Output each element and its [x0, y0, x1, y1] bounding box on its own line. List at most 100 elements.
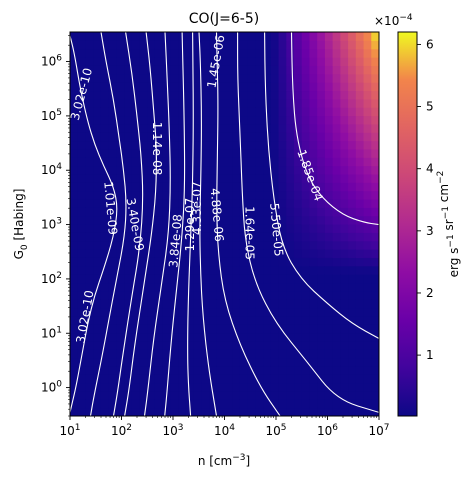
heatmap-cell: [154, 315, 164, 325]
heatmap-cell: [247, 290, 256, 300]
heatmap-cell: [100, 115, 110, 125]
heatmap-cell: [100, 190, 110, 200]
heatmap-cell: [363, 224, 372, 233]
heatmap-cell: [278, 115, 287, 125]
heatmap-cell: [216, 215, 226, 225]
heatmap-cell: [340, 173, 349, 183]
heatmap-cell: [301, 73, 311, 83]
heatmap-cell: [239, 157, 249, 167]
heatmap-cell: [162, 324, 172, 334]
heatmap-cell: [216, 299, 226, 309]
heatmap-cell: [324, 390, 334, 400]
heatmap-cell: [294, 148, 303, 158]
heatmap-cell: [77, 299, 87, 309]
heatmap-cell: [294, 324, 303, 334]
heatmap-cell: [70, 123, 79, 133]
heatmap-cell: [270, 274, 280, 284]
heatmap-cell: [116, 224, 125, 233]
heatmap-cell: [185, 290, 195, 300]
heatmap-cell: [348, 115, 357, 125]
heatmap-cell: [178, 157, 187, 167]
heatmap-cell: [139, 374, 148, 384]
heatmap-cell: [178, 274, 187, 284]
heatmap-cell: [232, 315, 241, 325]
heatmap-cell: [301, 90, 311, 100]
heatmap-cell: [294, 332, 303, 342]
heatmap-cell: [363, 357, 372, 367]
heatmap-cell: [324, 82, 334, 92]
heatmap-cell: [324, 182, 334, 192]
heatmap-cell: [216, 349, 226, 359]
heatmap-cell: [263, 257, 272, 267]
heatmap-cell: [255, 399, 264, 409]
heatmap-cell: [286, 32, 295, 41]
heatmap-cell: [100, 315, 110, 325]
heatmap-cell: [209, 357, 218, 367]
heatmap-cell: [309, 165, 318, 175]
heatmap-cell: [108, 265, 117, 275]
heatmap-cell: [309, 390, 318, 400]
heatmap-cell: [239, 140, 249, 150]
heatmap-cell: [154, 224, 164, 233]
heatmap-cell: [232, 173, 241, 183]
heatmap-cell: [239, 374, 249, 384]
heatmap-cell: [209, 32, 218, 41]
heatmap-cell: [324, 357, 334, 367]
heatmap-cell: [309, 315, 318, 325]
heatmap-cell: [278, 32, 287, 41]
heatmap-cell: [185, 315, 195, 325]
heatmap-cell: [355, 165, 365, 175]
heatmap-cell: [139, 340, 148, 350]
heatmap-cell: [185, 57, 195, 66]
heatmap-cell: [131, 390, 141, 400]
heatmap-cell: [100, 32, 110, 41]
heatmap-cell: [185, 90, 195, 100]
heatmap-cell: [294, 315, 303, 325]
heatmap-cell: [154, 257, 164, 267]
y-tick-label: 101: [41, 325, 62, 340]
heatmap-cell: [100, 265, 110, 275]
heatmap-cell: [340, 190, 349, 200]
heatmap-cell: [270, 232, 280, 242]
heatmap-cell: [70, 90, 79, 100]
heatmap-cell: [209, 240, 218, 250]
heatmap-cell: [232, 240, 241, 250]
heatmap-cell: [348, 32, 357, 41]
heatmap-cell: [147, 48, 156, 58]
heatmap-cell: [286, 315, 295, 325]
heatmap-cell: [216, 107, 226, 117]
heatmap-cell: [224, 340, 233, 350]
heatmap-cell: [100, 307, 110, 317]
heatmap-cell: [301, 198, 311, 208]
heatmap-cell: [363, 32, 372, 41]
heatmap-cell: [255, 249, 264, 258]
heatmap-cell: [232, 265, 241, 275]
heatmap-cell: [124, 307, 133, 317]
heatmap-cell: [170, 332, 179, 342]
heatmap-cell: [201, 357, 210, 367]
heatmap-cell: [139, 157, 148, 167]
heatmap-cell: [348, 374, 357, 384]
heatmap-cell: [224, 165, 233, 175]
heatmap-cell: [371, 157, 379, 167]
heatmap-cell: [139, 307, 148, 317]
heatmap-cell: [317, 48, 326, 58]
heatmap-cell: [124, 98, 133, 108]
heatmap-cell: [340, 65, 349, 75]
heatmap-cell: [201, 165, 210, 175]
heatmap-cell: [85, 182, 94, 192]
heatmap-cell: [147, 307, 156, 317]
heatmap-cell: [278, 132, 287, 142]
heatmap-cell: [263, 148, 272, 158]
heatmap-cell: [124, 290, 133, 300]
heatmap-cell: [371, 40, 379, 50]
heatmap-cell: [340, 282, 349, 292]
heatmap-cell: [193, 399, 202, 409]
heatmap-cell: [324, 265, 334, 275]
contour-line: [187, 32, 194, 416]
contour-line: [215, 32, 281, 416]
heatmap-cell: [216, 365, 226, 375]
heatmap-cell: [317, 215, 326, 225]
colorbar-tick-label: 3: [426, 224, 434, 238]
heatmap-cell: [77, 382, 87, 392]
